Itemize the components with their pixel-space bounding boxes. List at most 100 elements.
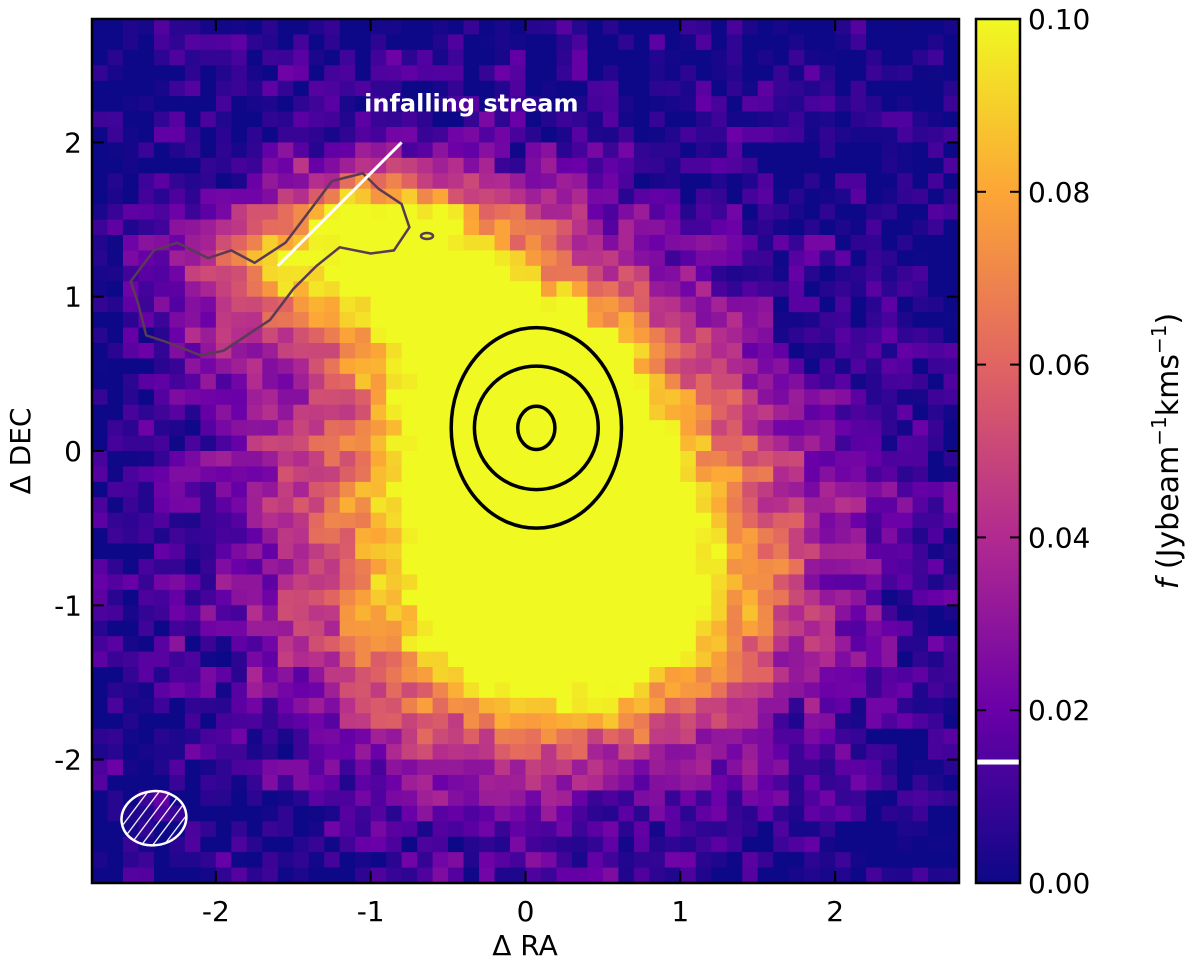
heatmap-cell	[122, 219, 140, 236]
heatmap-cell	[540, 836, 558, 853]
heatmap-cell	[494, 775, 511, 792]
heatmap-cell	[215, 651, 232, 668]
heatmap-cell	[169, 142, 186, 159]
heatmap-cell	[695, 235, 712, 252]
heatmap-cell	[773, 466, 790, 483]
heatmap-cell	[231, 713, 248, 730]
heatmap-cell	[463, 636, 480, 653]
heatmap-cell	[726, 497, 743, 514]
heatmap-cell	[122, 451, 140, 468]
heatmap-cell	[215, 728, 232, 745]
heatmap-cell	[262, 713, 279, 730]
heatmap-cell	[649, 805, 666, 822]
heatmap-cell	[231, 343, 248, 360]
heatmap-cell	[804, 836, 821, 853]
heatmap-cell	[479, 343, 496, 360]
heatmap-cell	[339, 512, 356, 529]
heatmap-cell	[680, 836, 697, 853]
heatmap-cell	[463, 528, 480, 545]
heatmap-cell	[804, 435, 821, 452]
heatmap-cell	[602, 574, 619, 591]
heatmap-cell	[432, 34, 449, 51]
heatmap-cell	[308, 697, 325, 714]
heatmap-cell	[339, 49, 356, 66]
heatmap-cell	[881, 651, 898, 668]
heatmap-cell	[494, 19, 511, 36]
heatmap-cell	[587, 543, 604, 560]
heatmap-cell	[324, 389, 341, 406]
heatmap-cell	[215, 358, 232, 375]
heatmap-cell	[742, 281, 759, 298]
heatmap-cell	[943, 697, 959, 714]
heatmap-cell	[618, 559, 635, 576]
heatmap-cell	[401, 157, 418, 174]
heatmap-cell	[417, 651, 434, 668]
heatmap-cell	[479, 775, 496, 792]
heatmap-cell	[308, 312, 325, 329]
heatmap-cell	[432, 389, 449, 406]
heatmap-cell	[664, 127, 681, 144]
heatmap-cell	[757, 219, 774, 236]
heatmap-cell	[448, 713, 465, 730]
heatmap-cell	[277, 312, 294, 329]
heatmap-cell	[773, 836, 790, 853]
heatmap-cell	[804, 219, 821, 236]
heatmap-cell	[277, 389, 294, 406]
heatmap-cell	[122, 235, 140, 252]
heatmap-cell	[943, 451, 959, 468]
heatmap-cell	[324, 759, 341, 776]
heatmap-cell	[370, 636, 387, 653]
heatmap-cell	[479, 96, 496, 113]
heatmap-cell	[308, 188, 325, 205]
heatmap-cell	[618, 528, 635, 545]
heatmap-cell	[664, 620, 681, 637]
heatmap-cell	[587, 589, 604, 606]
heatmap-cell	[463, 451, 480, 468]
heatmap-cell	[602, 620, 619, 637]
heatmap-cell	[401, 281, 418, 298]
heatmap-cell	[881, 250, 898, 267]
heatmap-cell	[788, 636, 805, 653]
heatmap-cell	[479, 80, 496, 97]
heatmap-cell	[850, 790, 867, 807]
heatmap-cell	[540, 96, 558, 113]
heatmap-cell	[184, 775, 201, 792]
heatmap-cell	[525, 512, 542, 529]
heatmap-cell	[711, 80, 728, 97]
heatmap-cell	[432, 173, 449, 190]
heatmap-cell	[633, 497, 650, 514]
heatmap-cell	[262, 343, 279, 360]
heatmap-cell	[200, 343, 217, 360]
heatmap-cell	[293, 312, 310, 329]
heatmap-cell	[804, 188, 821, 205]
heatmap-cell	[881, 451, 898, 468]
heatmap-cell	[602, 49, 619, 66]
heatmap-cell	[293, 543, 310, 560]
heatmap-cell	[448, 728, 465, 745]
heatmap-cell	[850, 713, 867, 730]
heatmap-cell	[355, 204, 372, 221]
heatmap-cell	[138, 667, 155, 684]
heatmap-cell	[277, 775, 294, 792]
heatmap-cell	[602, 682, 619, 699]
heatmap-cell	[866, 451, 883, 468]
heatmap-cell	[695, 651, 712, 668]
heatmap-cell	[850, 173, 867, 190]
heatmap-cell	[169, 204, 186, 221]
heatmap-cell	[432, 759, 449, 776]
heatmap-cell	[556, 543, 573, 560]
heatmap-cell	[293, 697, 310, 714]
heatmap-cell	[401, 250, 418, 267]
heatmap-cell	[122, 204, 140, 221]
heatmap-cell	[742, 373, 759, 390]
heatmap-cell	[788, 512, 805, 529]
heatmap-cell	[200, 373, 217, 390]
heatmap-cell	[788, 219, 805, 236]
heatmap-cell	[943, 420, 959, 437]
heatmap-cell	[695, 327, 712, 344]
heatmap-cell	[138, 219, 155, 236]
heatmap-cell	[339, 219, 356, 236]
heatmap-cell	[293, 589, 310, 606]
heatmap-cell	[308, 420, 325, 437]
heatmap-cell	[293, 65, 310, 82]
